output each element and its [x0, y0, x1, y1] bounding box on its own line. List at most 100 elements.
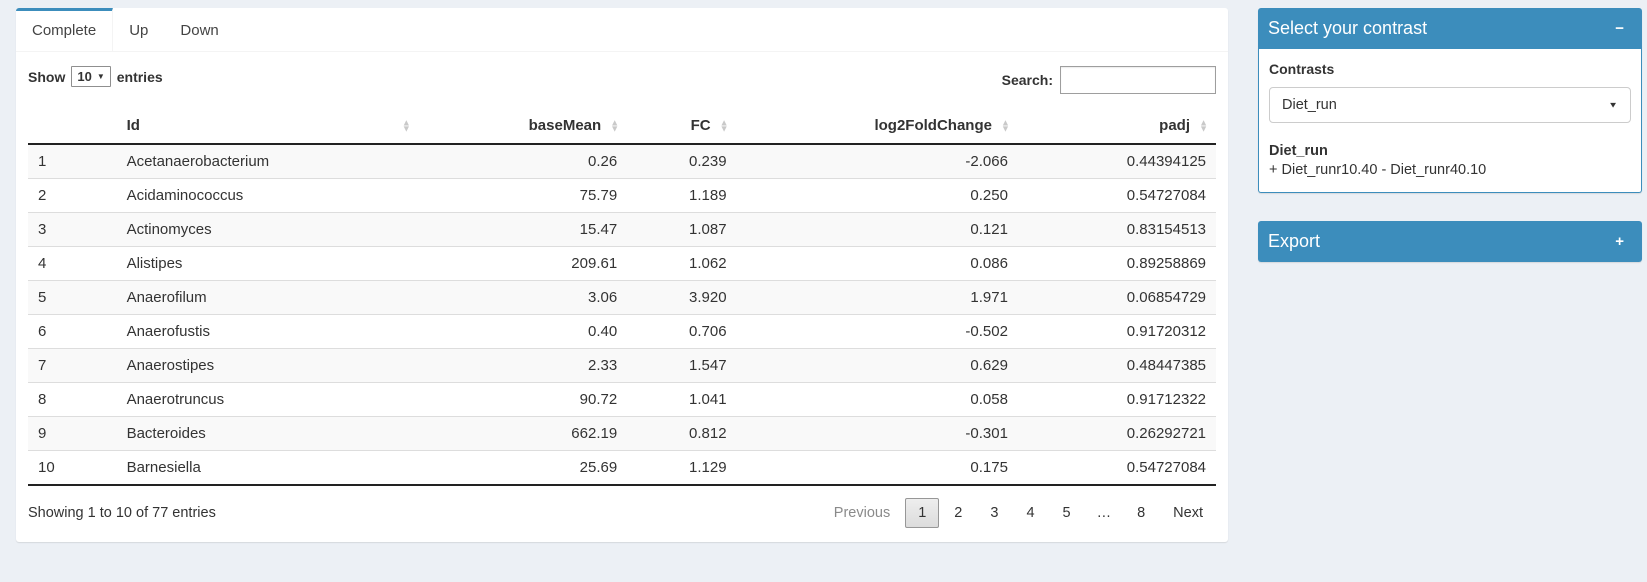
page-length-value: 10: [77, 69, 92, 84]
table-header-row: Id ▲ ▼ baseMean ▲ ▼ FC ▲ ▼ log2FoldChange ▲…: [28, 108, 1216, 145]
header-log2foldchange[interactable]: log2FoldChange ▲ ▼: [736, 108, 1018, 145]
export-box: Export +: [1258, 221, 1642, 262]
table-row: 3 Actinomyces 15.47 1.087 0.121 0.831545…: [28, 212, 1216, 247]
cell-index: 8: [28, 382, 117, 417]
header-index: [28, 108, 117, 145]
page-length-select[interactable]: 10 ▼: [71, 66, 111, 87]
cell-fc: 0.706: [627, 314, 737, 349]
cell-padj: 0.26292721: [1017, 416, 1216, 451]
header-basemean-label: baseMean: [528, 117, 602, 134]
pagination-next[interactable]: Next: [1160, 498, 1216, 528]
cell-index: 10: [28, 450, 117, 485]
sidebar-column: Select your contrast − Contrasts Diet_ru…: [1258, 8, 1642, 290]
export-box-header: Export +: [1258, 221, 1642, 262]
header-fc-label: FC: [690, 117, 711, 134]
cell-fc: 3.920: [627, 280, 737, 315]
table-header: Id ▲ ▼ baseMean ▲ ▼ FC ▲ ▼ log2FoldChange ▲…: [28, 108, 1216, 145]
table-row: 9 Bacteroides 662.19 0.812 -0.301 0.2629…: [28, 416, 1216, 451]
header-basemean[interactable]: baseMean ▲ ▼: [418, 108, 628, 145]
cell-index: 5: [28, 280, 117, 315]
header-id[interactable]: Id ▲ ▼: [116, 108, 419, 145]
cell-index: 2: [28, 178, 117, 213]
cell-padj: 0.54727084: [1017, 450, 1216, 485]
cell-index: 7: [28, 348, 117, 383]
entries-label: entries: [116, 68, 163, 85]
table-controls: Show 10 ▼ entries Search:: [28, 66, 1216, 94]
cell-id: Acidaminococcus: [116, 178, 419, 213]
cell-padj: 0.06854729: [1017, 280, 1216, 315]
pagination-page-1[interactable]: 1: [905, 498, 940, 528]
cell-basemean: 0.40: [418, 314, 628, 349]
header-id-label: Id: [126, 117, 140, 134]
show-label: Show: [28, 68, 66, 85]
tab-down[interactable]: Down: [164, 8, 234, 51]
cell-id: Alistipes: [116, 246, 419, 281]
tab-up[interactable]: Up: [113, 8, 164, 51]
tab-complete[interactable]: Complete: [16, 8, 114, 51]
sort-icon: ▲ ▼: [1199, 117, 1208, 134]
table-row: 8 Anaerotruncus 90.72 1.041 0.058 0.9171…: [28, 382, 1216, 417]
header-padj[interactable]: padj ▲ ▼: [1017, 108, 1216, 145]
table-row: 1 Acetanaerobacterium 0.26 0.239 -2.066 …: [28, 144, 1216, 179]
pagination: Previous 1 2 3 4 5 … 8 Next: [819, 498, 1216, 528]
caret-down-icon: ▼: [1608, 100, 1618, 110]
cell-basemean: 662.19: [418, 416, 628, 451]
contrast-picker-value: Diet_run: [1282, 97, 1337, 113]
chevron-down-icon: ▼: [96, 72, 105, 81]
entries-info: Showing 1 to 10 of 77 entries: [28, 505, 216, 521]
cell-log2fc: -0.502: [736, 314, 1018, 349]
cell-basemean: 25.69: [418, 450, 628, 485]
pagination-page-4[interactable]: 4: [1013, 498, 1047, 528]
search-control: Search:: [1002, 66, 1216, 94]
table-footer: Showing 1 to 10 of 77 entries Previous 1…: [28, 498, 1216, 528]
contrast-box-header: Select your contrast −: [1258, 8, 1642, 49]
results-box: Complete Up Down Show 10 ▼ entries Searc…: [16, 8, 1228, 542]
pagination-page-5[interactable]: 5: [1050, 498, 1084, 528]
cell-padj: 0.89258869: [1017, 246, 1216, 281]
cell-id: Actinomyces: [116, 212, 419, 247]
cell-index: 1: [38, 153, 47, 170]
table-row: 10 Barnesiella 25.69 1.129 0.175 0.54727…: [28, 450, 1216, 485]
sort-icon: ▲ ▼: [610, 117, 620, 134]
cell-fc: 1.087: [627, 212, 737, 247]
pagination-ellipsis: …: [1096, 505, 1112, 521]
collapse-icon[interactable]: −: [1609, 18, 1630, 39]
pagination-page-2[interactable]: 2: [941, 498, 975, 528]
cell-padj: 0.91712322: [1017, 382, 1216, 417]
cell-id: Anaerofustis: [116, 314, 419, 349]
cell-log2fc: 0.629: [736, 348, 1018, 383]
cell-id: Anaerostipes: [116, 348, 419, 383]
cell-basemean: 3.06: [418, 280, 628, 315]
cell-basemean: 0.26: [587, 153, 618, 170]
cell-log2fc: -0.301: [736, 416, 1018, 451]
cell-padj: 0.48447385: [1017, 348, 1216, 383]
tab-bar: Complete Up Down: [16, 8, 1228, 52]
cell-fc: 1.189: [627, 178, 737, 213]
export-box-title: Export: [1268, 231, 1321, 251]
cell-log2fc: 0.175: [736, 450, 1018, 485]
cell-id: Acetanaerobacterium: [126, 153, 270, 170]
page: Complete Up Down Show 10 ▼ entries Searc…: [16, 8, 1642, 542]
contrast-name: Diet_run: [1269, 143, 1328, 159]
contrast-picker[interactable]: Diet_run ▼: [1269, 87, 1631, 123]
cell-log2fc: 0.121: [736, 212, 1018, 247]
cell-fc: 0.812: [627, 416, 737, 451]
cell-log2fc: 0.058: [736, 382, 1018, 417]
table-row: 7 Anaerostipes 2.33 1.547 0.629 0.484473…: [28, 348, 1216, 383]
cell-log2fc: 0.250: [736, 178, 1018, 213]
table-body: 1 Acetanaerobacterium 0.26 0.239 -2.066 …: [28, 144, 1216, 485]
search-input[interactable]: [1060, 66, 1216, 94]
cell-padj: 0.91720312: [1017, 314, 1216, 349]
table-row: 2 Acidaminococcus 75.79 1.189 0.250 0.54…: [28, 178, 1216, 213]
pagination-page-8[interactable]: 8: [1124, 498, 1158, 528]
expand-icon[interactable]: +: [1609, 231, 1630, 252]
cell-basemean: 90.72: [418, 382, 628, 417]
cell-basemean: 75.79: [418, 178, 628, 213]
contrast-formula: + Diet_runr10.40 - Diet_runr40.10: [1269, 162, 1487, 178]
cell-basemean: 2.33: [418, 348, 628, 383]
contrasts-label: Contrasts: [1269, 61, 1335, 77]
cell-id: Barnesiella: [116, 450, 419, 485]
header-fc[interactable]: FC ▲ ▼: [627, 108, 737, 145]
cell-index: 3: [28, 212, 117, 247]
pagination-page-3[interactable]: 3: [977, 498, 1011, 528]
